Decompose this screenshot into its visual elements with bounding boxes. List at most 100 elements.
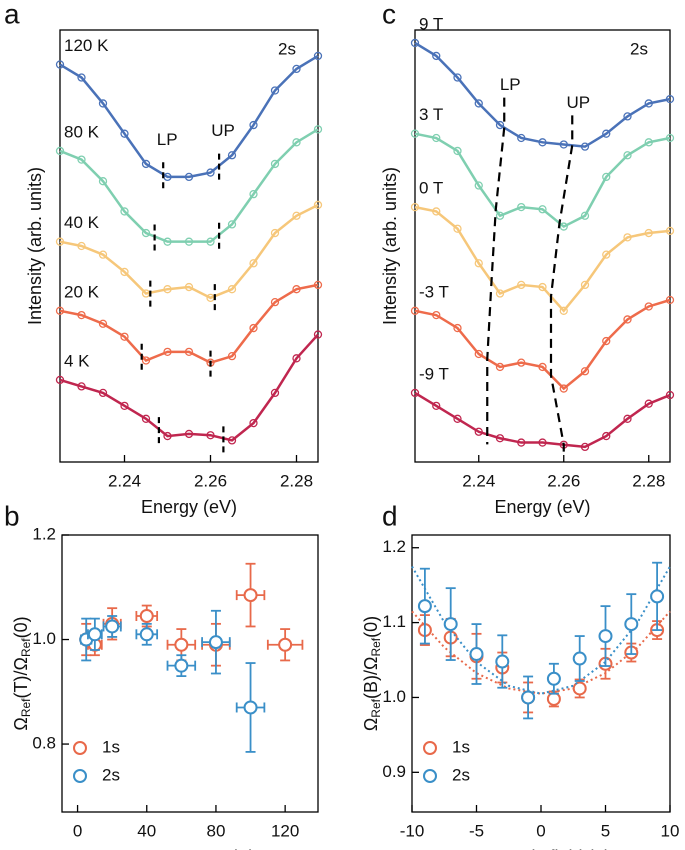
data-point xyxy=(559,306,568,315)
data-point xyxy=(495,289,505,298)
x-tick-label: 5 xyxy=(601,821,610,840)
data-point xyxy=(495,654,510,669)
x-axis-label: Temperature (K) xyxy=(125,847,255,850)
spectrum-line xyxy=(59,203,319,300)
data-point xyxy=(141,414,151,423)
data-point xyxy=(572,651,587,666)
data-point xyxy=(623,315,632,324)
x-tick-label: 2.26 xyxy=(194,471,227,490)
data-point xyxy=(55,375,65,385)
data-point xyxy=(644,99,653,108)
panel-letter: d xyxy=(382,500,398,531)
curve-label: 120 K xyxy=(64,36,109,55)
x-tick-label: -10 xyxy=(400,821,425,840)
x-tick-label: 80 xyxy=(206,821,225,840)
data-point xyxy=(474,259,483,268)
data-point xyxy=(270,228,280,238)
curve-label: 20 K xyxy=(64,282,100,301)
data-point xyxy=(474,427,483,436)
data-point xyxy=(580,442,590,452)
data-point xyxy=(249,190,258,199)
y-axis-label: Intensity (arb. units) xyxy=(25,167,45,325)
legend-label: 1s xyxy=(452,737,470,756)
data-point xyxy=(623,414,632,423)
data-point xyxy=(495,211,505,220)
data-point xyxy=(270,298,280,307)
data-point xyxy=(624,617,639,632)
data-point xyxy=(410,38,420,48)
data-point xyxy=(538,138,547,147)
y-tick-label: 1.2 xyxy=(32,524,56,543)
spectrum-line xyxy=(414,41,671,148)
x-tick-label: 40 xyxy=(137,821,156,840)
data-point xyxy=(495,434,505,443)
data-point xyxy=(77,241,86,251)
data-point xyxy=(227,151,237,160)
curve-label: 3 T xyxy=(419,105,443,124)
curve-label: -3 T xyxy=(419,282,449,301)
data-point xyxy=(163,237,172,246)
data-point xyxy=(141,159,151,169)
data-point xyxy=(227,285,237,294)
data-point xyxy=(665,133,675,143)
label-part: (T)/Ω xyxy=(11,657,31,698)
legend-label: 1s xyxy=(102,737,120,756)
legend-label: 2s xyxy=(452,765,470,784)
data-point xyxy=(410,388,420,398)
data-point xyxy=(602,129,611,138)
data-point xyxy=(410,306,420,315)
data-point xyxy=(55,237,65,246)
data-point xyxy=(184,429,194,439)
data-point xyxy=(313,125,323,134)
data-point xyxy=(602,250,611,259)
data-point xyxy=(227,436,237,445)
x-tick-label: 0 xyxy=(73,821,82,840)
spectrum-line xyxy=(59,128,319,243)
data-point xyxy=(77,155,86,164)
data-point xyxy=(87,627,102,642)
data-point xyxy=(474,349,483,359)
data-point xyxy=(313,330,323,339)
data-point xyxy=(184,237,194,246)
data-point xyxy=(184,172,194,182)
label-part: (0) xyxy=(11,616,31,638)
x-tick-label: 120 xyxy=(271,821,299,840)
data-point xyxy=(559,384,568,393)
data-point xyxy=(410,129,420,138)
data-point xyxy=(206,431,215,440)
label-part: Ω xyxy=(361,718,381,731)
curve-label: 4 K xyxy=(64,351,90,370)
data-point xyxy=(313,200,323,210)
curve-label: 9 T xyxy=(419,14,443,33)
data-point xyxy=(432,133,441,143)
data-point xyxy=(538,205,547,214)
x-tick-label: 10 xyxy=(661,821,680,840)
legend-marker xyxy=(423,769,437,783)
data-point xyxy=(270,159,280,169)
data-point xyxy=(546,691,561,706)
data-point xyxy=(665,94,675,104)
x-tick-label: 2.24 xyxy=(462,471,495,490)
data-point xyxy=(120,332,129,341)
y-axis-label: ΩRef(B)/ΩRef(0) xyxy=(361,616,383,731)
spectrum-line xyxy=(59,283,319,364)
data-point xyxy=(650,589,665,604)
label-part: (0) xyxy=(361,616,381,638)
data-point xyxy=(665,226,675,236)
data-point xyxy=(517,438,526,447)
panel-letter: b xyxy=(4,500,20,531)
plot-frame xyxy=(411,534,671,813)
data-point xyxy=(580,142,590,151)
data-point xyxy=(292,285,301,294)
data-point xyxy=(469,647,484,662)
data-point xyxy=(538,362,547,372)
data-point xyxy=(572,681,587,696)
data-point xyxy=(206,237,215,246)
up-guide xyxy=(549,115,574,455)
data-point xyxy=(98,319,108,328)
x-tick-label: 0 xyxy=(536,821,545,840)
data-point xyxy=(495,362,505,372)
data-point xyxy=(417,599,432,614)
data-point xyxy=(278,637,293,652)
